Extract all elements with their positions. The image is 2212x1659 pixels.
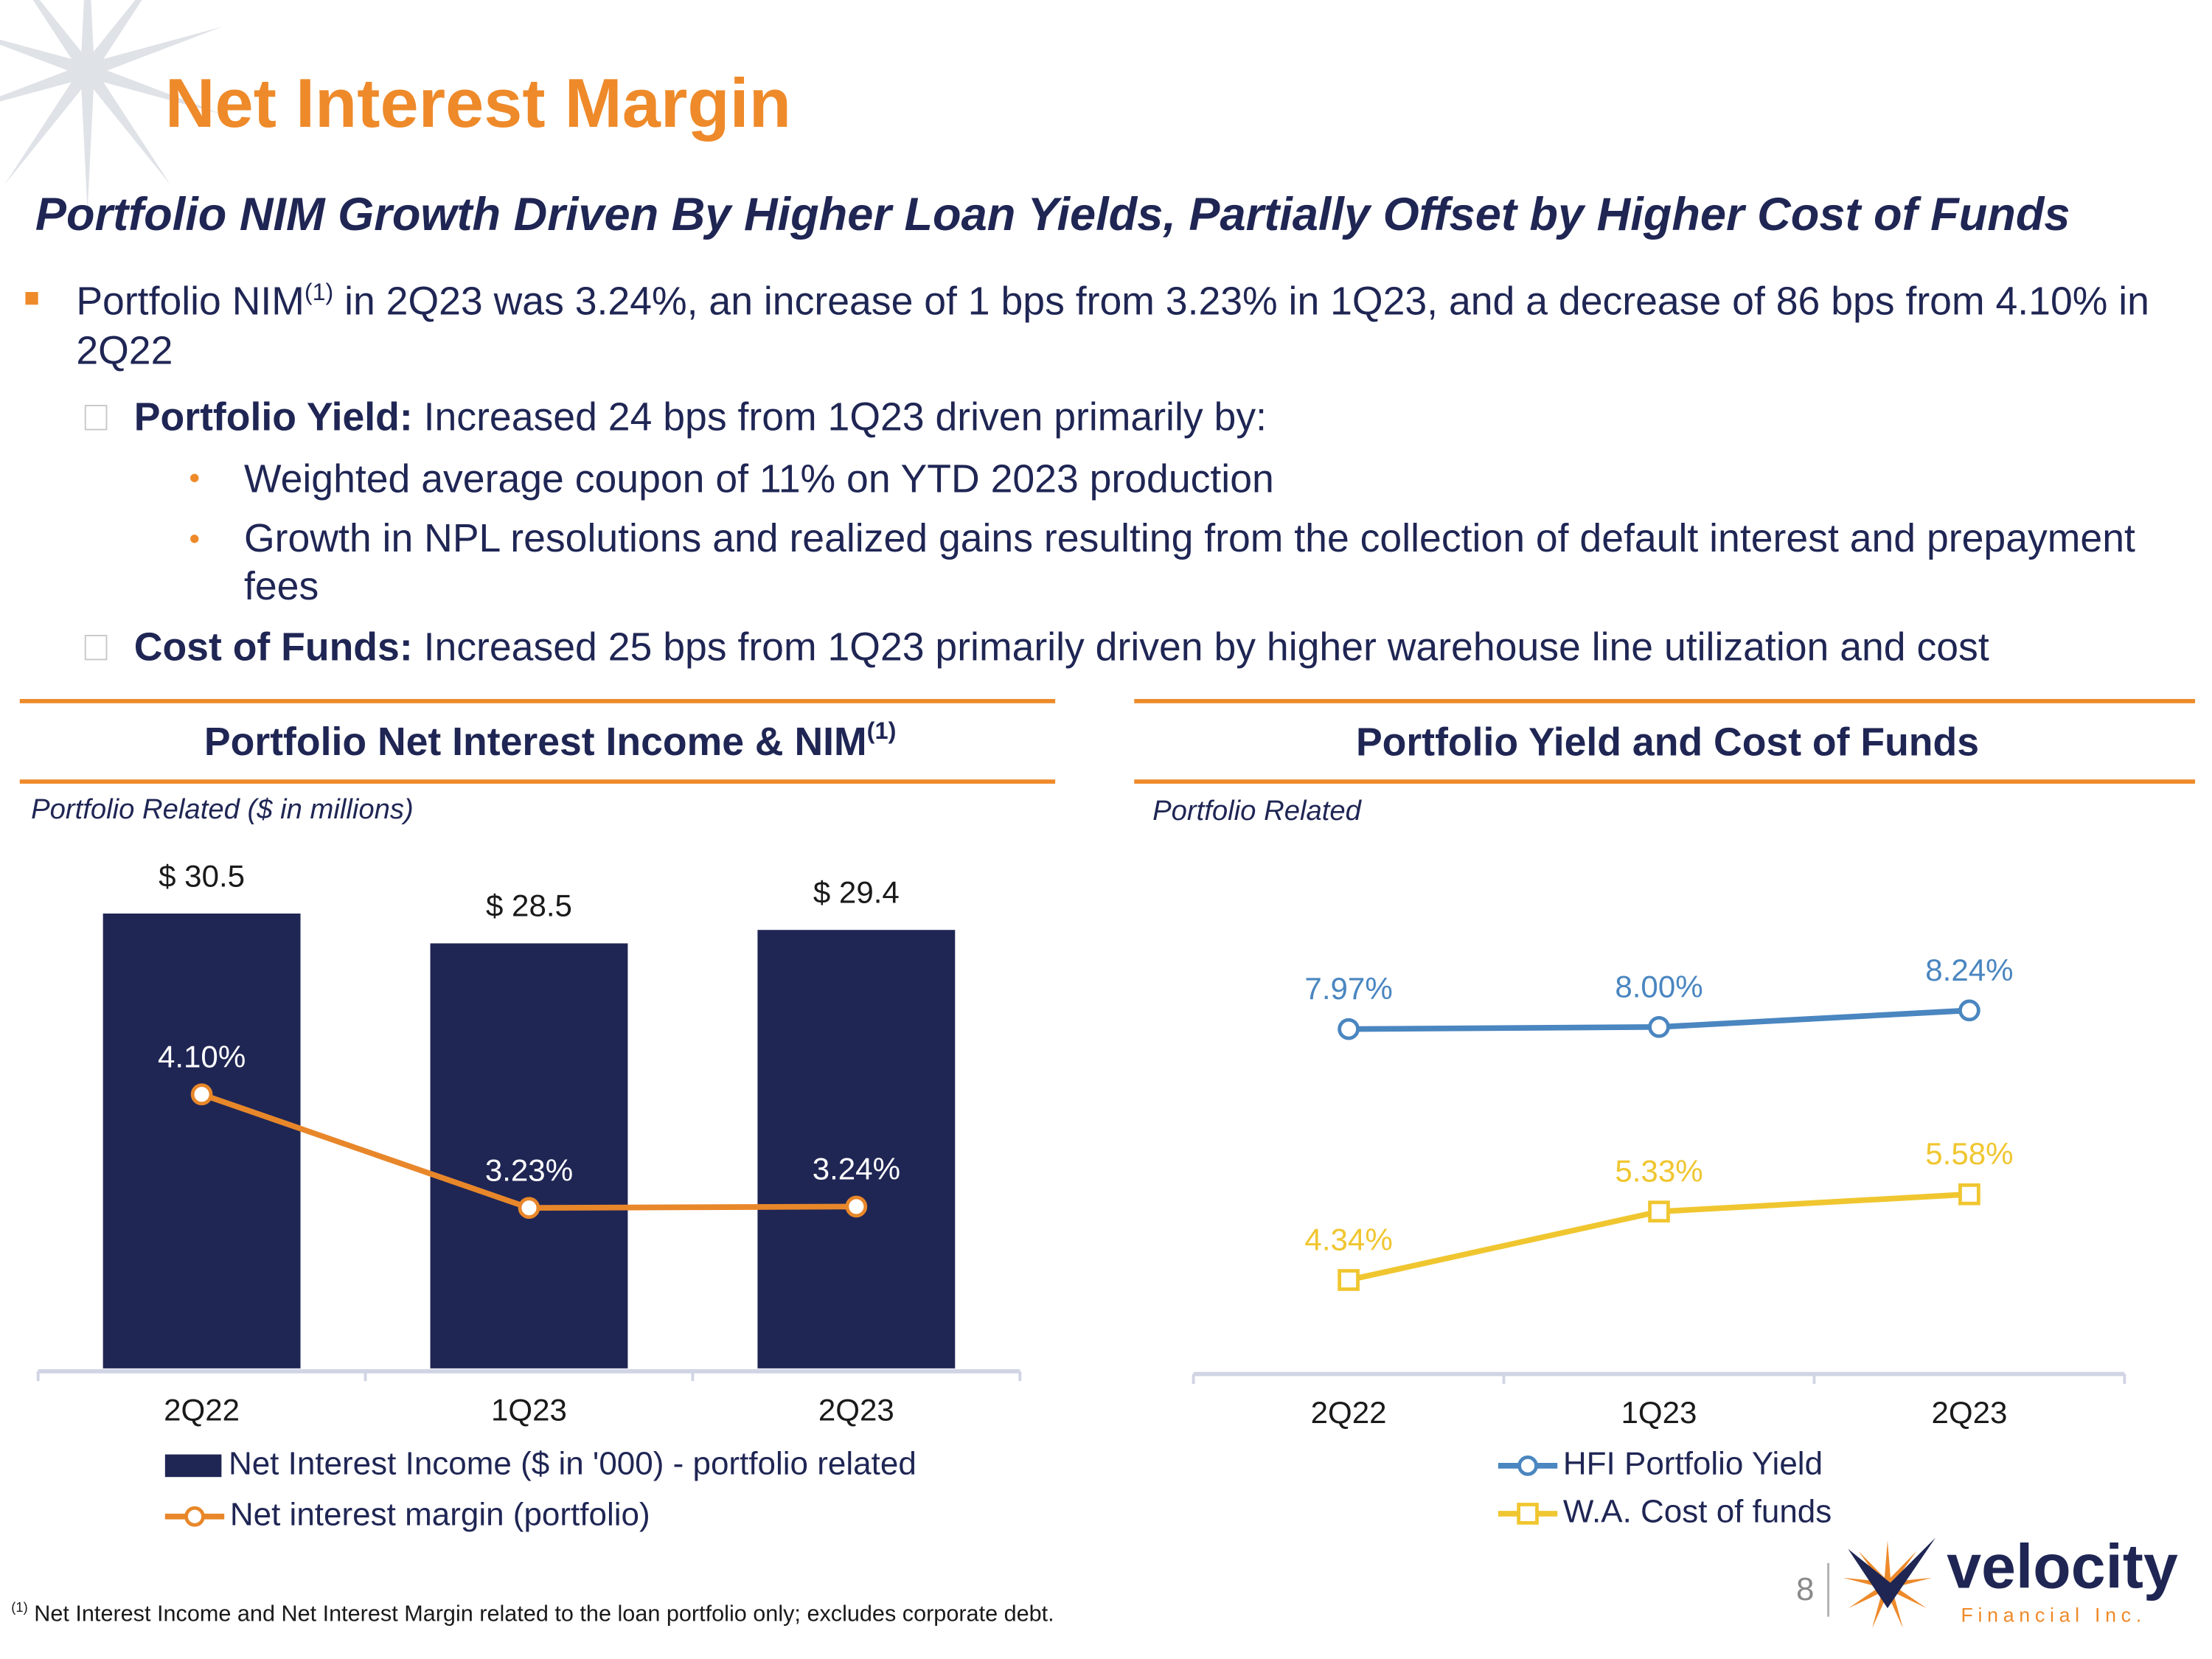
legend-label: Net interest margin (portfolio) <box>230 1496 650 1532</box>
bar <box>102 913 301 1368</box>
x-tick-label: 2Q23 <box>818 1392 894 1427</box>
logo-tagline: Financial Inc. <box>1961 1604 2146 1627</box>
line-point <box>190 1083 213 1106</box>
line-value-label: 3.23% <box>485 1152 573 1187</box>
bar-value-label: $ 30.5 <box>159 858 245 893</box>
chart-title-text: Portfolio Net Interest Income & NIM <box>204 720 867 764</box>
item: Weighted average coupon of 11% on YTD 20… <box>243 456 1274 501</box>
logo-v <box>1848 1537 1935 1609</box>
legend-marker <box>1517 1503 1539 1525</box>
footnote: (1) Net Interest Income and Net Interest… <box>11 1600 1054 1627</box>
bar-value-label: $ 29.4 <box>813 875 900 910</box>
chart-title-sup: (1) <box>867 717 897 744</box>
chart-title: Portfolio Yield and Cost of Funds <box>1356 720 1979 764</box>
footnote-sup: (1) <box>11 1600 28 1616</box>
chart-subtitle: Portfolio Related ($ in millions) <box>31 793 414 825</box>
line-point <box>1958 999 1980 1022</box>
page-number: 8 <box>1796 1571 1814 1607</box>
legend-label: W.A. Cost of funds <box>1563 1494 1832 1530</box>
item-marker: • <box>189 520 201 556</box>
line-value-label: 4.34% <box>1304 1222 1392 1256</box>
line-point <box>845 1195 868 1218</box>
legend-swatch <box>164 1454 222 1478</box>
line-point <box>1338 1269 1360 1291</box>
title: Net Interest Margin <box>164 66 791 143</box>
line-value-label: 5.33% <box>1615 1154 1703 1189</box>
bar-value-label: $ 28.5 <box>486 888 572 923</box>
line-value-label: 8.24% <box>1925 953 2013 987</box>
subtitle: Portfolio NIM Growth Driven By Higher Lo… <box>35 187 2070 240</box>
sub-bullet-text: Increased 25 bps from 1Q23 primarily dri… <box>412 625 1989 669</box>
bullet-sup: (1) <box>304 279 334 306</box>
sub-bullet-label: Cost of Funds: <box>133 625 413 669</box>
item-marker: • <box>189 459 201 495</box>
line-point <box>1958 1183 1980 1206</box>
line-value-label: 7.97% <box>1304 971 1392 1006</box>
line-point <box>518 1197 540 1220</box>
bullet-marker <box>25 292 38 305</box>
x-tick-label: 1Q23 <box>491 1392 567 1427</box>
line-value-label: 3.24% <box>813 1152 900 1186</box>
x-tick-label: 2Q23 <box>1931 1395 2007 1430</box>
legend-marker <box>1517 1455 1538 1476</box>
bullet-text: Portfolio NIM <box>76 279 305 324</box>
line-value-label: 5.58% <box>1925 1136 2013 1171</box>
sub-bullet: Cost of Funds: Increased 25 bps from 1Q2… <box>134 622 1989 672</box>
chart-subtitle: Portfolio Related <box>1152 795 1363 827</box>
item: Growth in NPL resolutions and realized g… <box>243 516 2135 608</box>
bullet-rest: in 2Q23 was 3.24%, an increase of 1 bps … <box>76 279 2149 373</box>
line-point <box>1648 1200 1670 1222</box>
line-point <box>1338 1018 1360 1040</box>
legend-label: Net Interest Income ($ in '000) - portfo… <box>229 1446 917 1482</box>
sub-bullet: Portfolio Yield: Increased 24 bps from 1… <box>134 392 1267 442</box>
bar <box>430 943 628 1368</box>
logo-name: velocity <box>1947 1532 2178 1601</box>
legend-label: HFI Portfolio Yield <box>1563 1446 1823 1482</box>
sub-bullet-text: Increased 24 bps from 1Q23 driven primar… <box>412 394 1267 439</box>
bar <box>757 930 956 1368</box>
background-star <box>0 0 222 212</box>
legend-marker <box>184 1506 205 1527</box>
line-point <box>1648 1016 1670 1038</box>
footnote-text: Net Interest Income and Net Interest Mar… <box>27 1602 1054 1627</box>
x-tick-label: 1Q23 <box>1621 1395 1697 1430</box>
sub-bullet-marker <box>84 405 108 431</box>
sub-bullet-label: Portfolio Yield: <box>133 394 413 439</box>
bullet: Portfolio NIM(1) in 2Q23 was 3.24%, an i… <box>76 276 2178 375</box>
x-tick-label: 2Q22 <box>1311 1395 1387 1430</box>
sub-bullet-marker <box>84 634 108 661</box>
line-value-label: 4.10% <box>158 1040 246 1074</box>
line-value-label: 8.00% <box>1615 969 1703 1004</box>
chart-title: Portfolio Net Interest Income & NIM(1) <box>204 717 897 765</box>
x-tick-label: 2Q22 <box>164 1392 240 1427</box>
